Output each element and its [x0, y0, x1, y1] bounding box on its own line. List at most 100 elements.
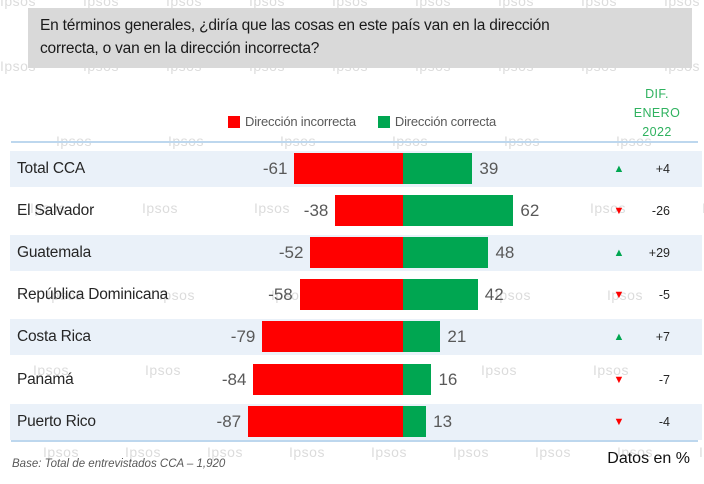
- trend-triangle-icon: ▲: [613, 163, 625, 175]
- diff-value: -26: [651, 204, 670, 219]
- ipsos-watermark: Ipsos: [166, 0, 202, 9]
- incorrect-value: -38: [303, 201, 329, 221]
- country-label: Costa Rica: [17, 328, 91, 346]
- correct-bar: [403, 279, 478, 311]
- ipsos-watermark: Ipsos: [207, 444, 243, 460]
- country-row: Costa Rica -79 21 ▲ +7: [10, 319, 702, 356]
- ipsos-watermark: Ipsos: [30, 200, 66, 216]
- country-row: República Dominicana -58 42 ▼ -5: [10, 277, 702, 313]
- diff-value: +29: [648, 246, 670, 261]
- ipsos-watermark: Ipsos: [495, 287, 531, 303]
- ipsos-watermark: Ipsos: [47, 287, 83, 303]
- incorrect-bar: [299, 279, 403, 311]
- diff-value: -7: [658, 372, 670, 387]
- incorrect-value: -79: [230, 327, 256, 347]
- ipsos-watermark: Ipsos: [415, 0, 451, 9]
- correct-value: 13: [433, 411, 453, 431]
- correct-value: 42: [484, 285, 504, 305]
- incorrect-value: -52: [278, 243, 304, 263]
- incorrect-bar: [294, 153, 403, 184]
- ipsos-watermark: Ipsos: [607, 287, 643, 303]
- country-row: Panamá -84 16 ▼ -7: [10, 362, 702, 398]
- units-note: Datos en %: [607, 450, 690, 467]
- ipsos-watermark: Ipsos: [0, 58, 36, 74]
- ipsos-watermark: Ipsos: [593, 362, 629, 378]
- country-row: Guatemala -52 48 ▲ +29: [10, 235, 702, 272]
- ipsos-watermark: Ipsos: [271, 287, 307, 303]
- chart-bottom-rule: [11, 440, 698, 442]
- trend-triangle-icon: ▼: [613, 205, 625, 218]
- ipsos-watermark: Ipsos: [83, 0, 119, 9]
- correct-value: 21: [447, 327, 467, 347]
- legend-item-incorrect: Dirección incorrecta: [228, 114, 356, 129]
- diff-value: -4: [658, 414, 670, 429]
- correct-bar: [403, 237, 489, 269]
- ipsos-watermark: Ipsos: [159, 287, 195, 303]
- country-label: El Salvador: [17, 202, 95, 220]
- correct-value: 62: [520, 201, 540, 221]
- ipsos-watermark: Ipsos: [33, 362, 69, 378]
- trend-triangle-icon: ▼: [613, 373, 625, 386]
- country-label: Panamá: [17, 370, 74, 388]
- legend-item-correct: Dirección correcta: [377, 114, 496, 129]
- incorrect-value: -87: [216, 411, 242, 431]
- incorrect-bar: [262, 321, 403, 353]
- ipsos-watermark: Ipsos: [699, 444, 704, 460]
- correct-bar: [403, 321, 441, 353]
- trend-triangle-icon: ▼: [613, 289, 625, 302]
- country-label: Puerto Rico: [17, 412, 96, 430]
- ipsos-watermark: Ipsos: [0, 0, 36, 9]
- country-row: Total CCA -61 39 ▲ +4: [10, 151, 702, 187]
- ipsos-watermark: Ipsos: [453, 444, 489, 460]
- ipsos-watermark: Ipsos: [254, 200, 290, 216]
- diff-value: +4: [655, 162, 670, 176]
- correct-bar: [403, 153, 473, 184]
- ipsos-watermark: Ipsos: [371, 444, 407, 460]
- ipsos-watermark: Ipsos: [702, 200, 704, 216]
- ipsos-watermark: Ipsos: [581, 0, 617, 9]
- incorrect-value: -61: [262, 159, 288, 178]
- country-label: Total CCA: [17, 160, 85, 177]
- trend-triangle-icon: ▲: [613, 247, 625, 260]
- correct-bar: [403, 363, 432, 395]
- correct-value: 48: [495, 243, 515, 263]
- question-title-line1: En términos generales, ¿diría que las co…: [40, 17, 550, 34]
- ipsos-watermark: Ipsos: [481, 362, 517, 378]
- trend-triangle-icon: ▼: [613, 415, 625, 428]
- legend-swatch-red-icon: [228, 115, 240, 128]
- diff-value: -5: [658, 288, 670, 303]
- correct-value: 16: [438, 369, 458, 389]
- ipsos-watermark: Ipsos: [249, 0, 285, 9]
- incorrect-value: -84: [221, 369, 247, 389]
- diff-header-line3: 2022: [642, 125, 672, 139]
- correct-bar: [403, 405, 427, 437]
- ipsos-watermark: Ipsos: [142, 200, 178, 216]
- base-note: Base: Total de entrevistados CCA – 1,920: [12, 458, 226, 470]
- ipsos-watermark: Ipsos: [617, 444, 653, 460]
- ipsos-watermark: Ipsos: [535, 444, 571, 460]
- correct-bar: [403, 195, 514, 227]
- question-title-box: En términos generales, ¿diría que las co…: [28, 8, 692, 68]
- ipsos-watermark: Ipsos: [332, 0, 368, 9]
- country-label: República Dominicana: [17, 286, 169, 304]
- legend-label-incorrect: Dirección incorrecta: [245, 114, 356, 129]
- diff-header-line1: DIF.: [645, 87, 669, 101]
- question-title-line2: correcta, o van en la dirección incorrec…: [40, 40, 320, 57]
- chart-top-rule: [11, 141, 698, 143]
- incorrect-bar: [335, 195, 403, 227]
- incorrect-value: -58: [268, 285, 293, 305]
- ipsos-watermark: Ipsos: [43, 444, 79, 460]
- ipsos-watermark: Ipsos: [125, 444, 161, 460]
- incorrect-bar: [310, 237, 403, 269]
- legend: Dirección incorrecta Dirección correcta: [228, 114, 496, 129]
- diff-value: +7: [655, 330, 670, 345]
- ipsos-watermark: Ipsos: [145, 362, 181, 378]
- incorrect-bar: [253, 363, 403, 395]
- trend-triangle-icon: ▲: [613, 331, 625, 344]
- incorrect-bar: [248, 405, 403, 437]
- ipsos-watermark: Ipsos: [498, 0, 534, 9]
- country-row: Puerto Rico -87 13 ▼ -4: [10, 403, 702, 440]
- country-row: El Salvador -38 62 ▼ -26: [10, 193, 702, 229]
